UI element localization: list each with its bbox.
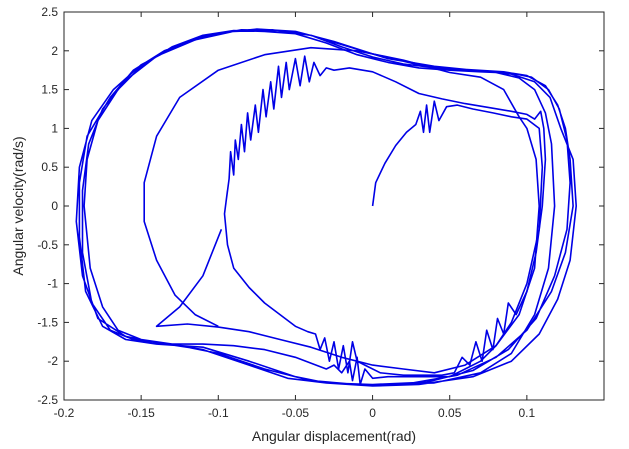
y-tick-label-10: 2.5	[41, 5, 58, 19]
series-layer	[75, 28, 577, 387]
x-tick-label-3: -0.05	[282, 406, 310, 420]
y-tick-label-7: 1	[51, 121, 58, 135]
y-tick-label-2: -1.5	[37, 315, 58, 329]
trajectory-line-2	[223, 55, 547, 376]
x-axis-label: Angular displacement(rad)	[252, 428, 416, 444]
y-tick-label-1: -2	[47, 354, 58, 368]
trajectory-line-1	[75, 28, 577, 387]
x-tick-label-2: -0.1	[208, 406, 229, 420]
x-tick-label-0: -0.2	[54, 406, 75, 420]
y-tick-label-3: -1	[47, 277, 58, 291]
y-tick-label-8: 1.5	[41, 83, 58, 97]
x-tick-label-4: 0	[369, 406, 376, 420]
trajectory-line-3	[143, 46, 540, 374]
x-tick-label-1: -0.15	[127, 406, 155, 420]
y-tick-label-0: -2.5	[37, 393, 58, 407]
y-tick-label-4: -0.5	[37, 238, 58, 252]
x-tick-label-6: 0.1	[519, 406, 536, 420]
y-tick-label-6: 0.5	[41, 160, 58, 174]
y-tick-label-9: 2	[51, 44, 58, 58]
tick-layer: -0.2 -0.15 -0.1 -0.05 0 0.05 0.1 -2.5 -2 -1.5 -1 -0…	[37, 5, 604, 420]
x-tick-label-5: 0.05	[438, 406, 462, 420]
y-tick-label-5: 0	[51, 199, 58, 213]
y-axis-label: Angular velocity(rad/s)	[10, 136, 26, 275]
